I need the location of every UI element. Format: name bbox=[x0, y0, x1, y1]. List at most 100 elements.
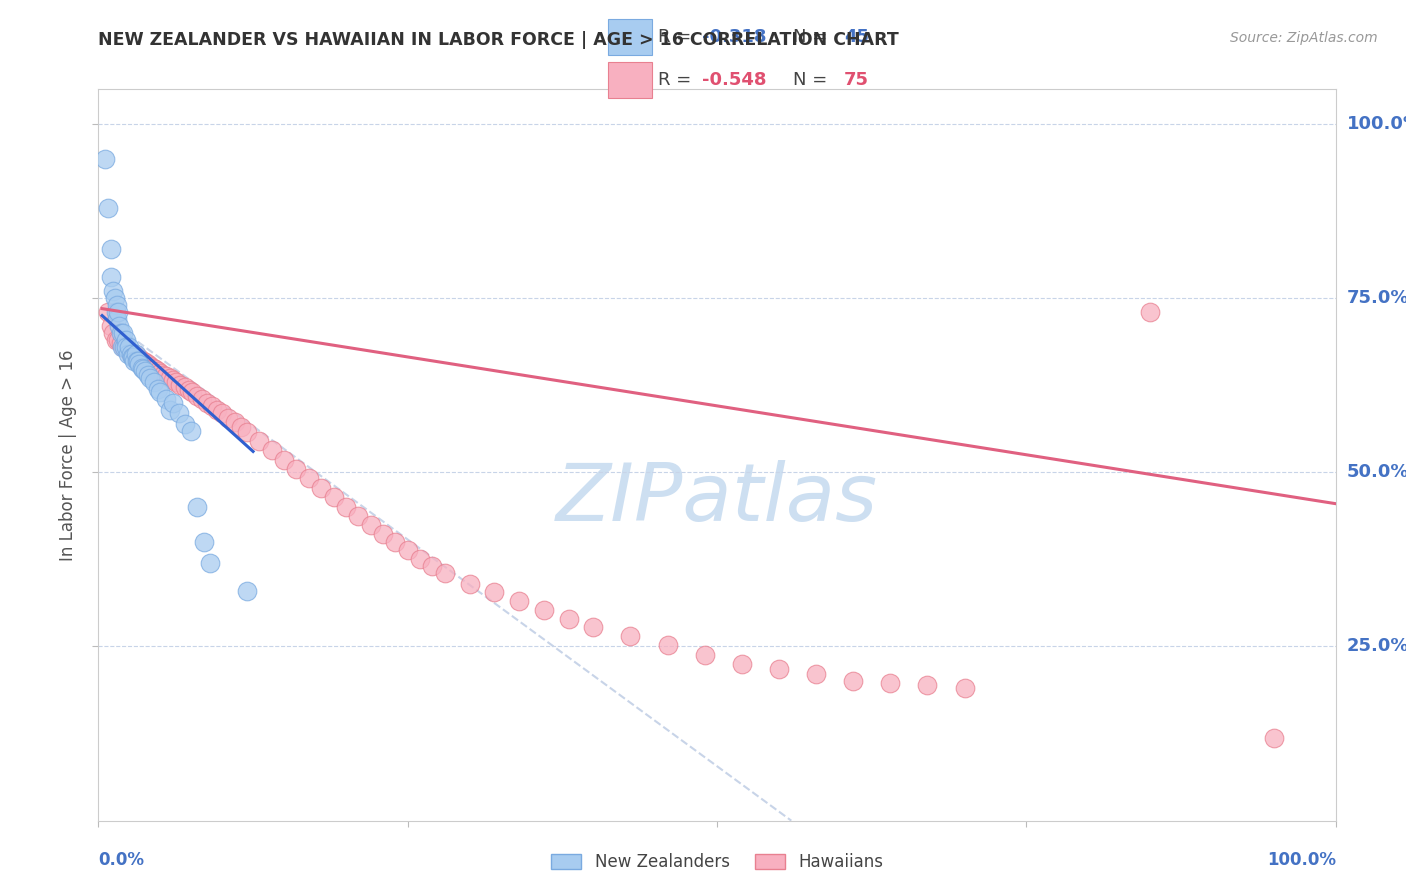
Point bbox=[136, 357, 159, 371]
Point bbox=[1139, 305, 1161, 319]
Point bbox=[100, 319, 122, 334]
Point bbox=[120, 347, 142, 361]
Point bbox=[309, 481, 332, 495]
Point bbox=[159, 402, 181, 417]
Point bbox=[167, 406, 190, 420]
Bar bbox=[607, 19, 651, 54]
Point bbox=[917, 678, 939, 692]
Point bbox=[181, 385, 204, 400]
Point bbox=[804, 667, 827, 681]
Y-axis label: In Labor Force | Age > 16: In Labor Force | Age > 16 bbox=[59, 349, 77, 561]
Point bbox=[122, 347, 145, 361]
Point bbox=[169, 378, 191, 392]
Point bbox=[149, 366, 172, 380]
Point bbox=[128, 357, 150, 371]
Point bbox=[124, 354, 146, 368]
Point bbox=[177, 383, 200, 397]
Point bbox=[186, 500, 208, 515]
Point bbox=[105, 298, 128, 312]
Point bbox=[193, 535, 215, 549]
Point bbox=[731, 657, 754, 671]
Bar bbox=[607, 62, 651, 98]
Point bbox=[229, 420, 252, 434]
Point bbox=[103, 291, 125, 305]
Point bbox=[557, 612, 579, 626]
Point bbox=[953, 681, 976, 696]
Point bbox=[159, 371, 181, 385]
Point bbox=[110, 336, 132, 351]
Point bbox=[224, 415, 246, 429]
Legend: New Zealanders, Hawaiians: New Zealanders, Hawaiians bbox=[544, 847, 890, 878]
Point bbox=[174, 417, 197, 431]
Text: 100.0%: 100.0% bbox=[1347, 115, 1406, 133]
Point bbox=[458, 576, 481, 591]
Point bbox=[155, 392, 177, 407]
Text: Source: ZipAtlas.com: Source: ZipAtlas.com bbox=[1230, 31, 1378, 45]
Point bbox=[205, 402, 228, 417]
Point bbox=[117, 343, 139, 358]
Point bbox=[107, 305, 129, 319]
Point bbox=[582, 620, 605, 634]
Point bbox=[201, 399, 224, 413]
Point bbox=[162, 373, 184, 387]
Point bbox=[127, 351, 149, 365]
Point bbox=[124, 348, 146, 362]
Point bbox=[127, 354, 149, 368]
Point bbox=[236, 425, 259, 439]
Point bbox=[335, 500, 357, 515]
Point bbox=[111, 340, 134, 354]
Point bbox=[347, 508, 370, 523]
Point bbox=[396, 543, 419, 558]
Point bbox=[409, 552, 432, 566]
Point bbox=[619, 629, 641, 643]
Point bbox=[120, 347, 142, 361]
Point bbox=[104, 333, 127, 347]
Point bbox=[174, 380, 197, 394]
Point bbox=[132, 354, 155, 368]
Point bbox=[139, 359, 162, 373]
Point bbox=[236, 583, 259, 598]
Point bbox=[97, 201, 120, 215]
Point bbox=[136, 368, 159, 382]
Text: 45: 45 bbox=[844, 28, 869, 45]
Point bbox=[484, 585, 506, 599]
Point bbox=[108, 319, 131, 334]
Point bbox=[191, 392, 214, 407]
Point bbox=[879, 675, 901, 690]
Point bbox=[146, 382, 169, 396]
Point bbox=[149, 385, 172, 400]
Point bbox=[693, 648, 716, 662]
Point bbox=[142, 360, 165, 375]
Text: NEW ZEALANDER VS HAWAIIAN IN LABOR FORCE | AGE > 16 CORRELATION CHART: NEW ZEALANDER VS HAWAIIAN IN LABOR FORCE… bbox=[98, 31, 900, 49]
Point bbox=[124, 347, 146, 361]
Text: -0.548: -0.548 bbox=[702, 70, 766, 89]
Text: ZIPatlas: ZIPatlas bbox=[555, 459, 879, 538]
Text: 25.0%: 25.0% bbox=[1347, 638, 1406, 656]
Point bbox=[105, 312, 128, 326]
Text: 100.0%: 100.0% bbox=[1267, 851, 1336, 869]
Point bbox=[100, 270, 122, 285]
Point bbox=[143, 362, 166, 376]
Point bbox=[112, 340, 135, 354]
Point bbox=[132, 362, 155, 376]
Point bbox=[143, 375, 166, 389]
Point bbox=[260, 443, 283, 458]
Point bbox=[273, 452, 295, 467]
Point bbox=[97, 305, 120, 319]
Point bbox=[322, 490, 344, 504]
Point bbox=[433, 566, 456, 581]
Point bbox=[422, 559, 444, 574]
Point bbox=[131, 360, 153, 375]
Point bbox=[768, 662, 790, 676]
Point bbox=[139, 371, 162, 385]
Text: N =: N = bbox=[793, 28, 834, 45]
Point bbox=[217, 411, 239, 425]
Point bbox=[122, 351, 145, 365]
Text: 50.0%: 50.0% bbox=[1347, 463, 1406, 482]
Point bbox=[117, 347, 139, 361]
Point bbox=[195, 395, 218, 409]
Text: R =: R = bbox=[658, 70, 697, 89]
Point bbox=[125, 354, 148, 368]
Point bbox=[180, 424, 202, 438]
Point bbox=[508, 594, 530, 608]
